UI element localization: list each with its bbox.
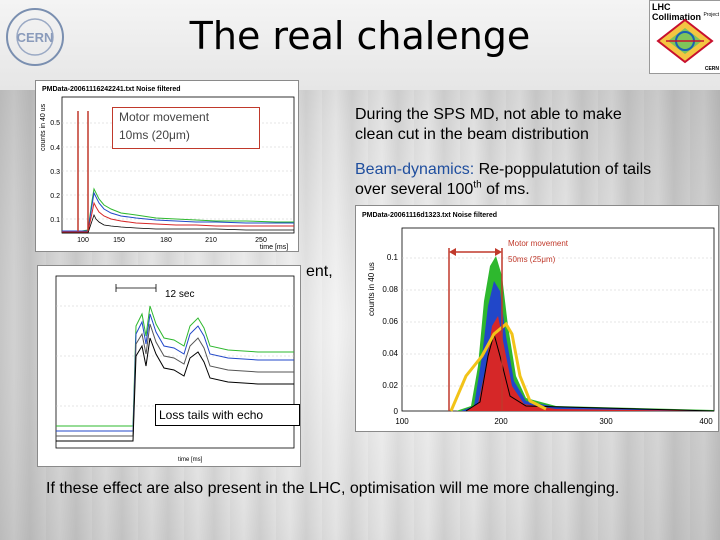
svg-text:counts in 40 us: counts in 40 us (367, 262, 376, 316)
svg-text:210: 210 (205, 237, 217, 244)
svg-text:250: 250 (255, 237, 267, 244)
svg-text:300: 300 (599, 417, 613, 426)
svg-text:180: 180 (160, 237, 172, 244)
svg-text:time [ms]: time [ms] (260, 244, 288, 251)
svg-text:0: 0 (394, 407, 399, 416)
partial-text-fragment: ent, (306, 263, 333, 280)
svg-text:PMData-20061116242241.txt Nois: PMData-20061116242241.txt Noise filtered (42, 86, 181, 93)
right-loss-plot: PMData-20061116d1323.txt Noise filtered … (355, 205, 719, 432)
svg-text:100: 100 (395, 417, 409, 426)
svg-text:100: 100 (77, 237, 89, 244)
svg-text:0.2: 0.2 (50, 193, 60, 200)
sps-md-text: During the SPS MD, not able to make clea… (355, 106, 622, 143)
title-band (0, 0, 720, 90)
loss-tails-label: Loss tails with echo (155, 404, 300, 426)
right-motor-annotation: Motor movement 50ms (25μm) (508, 239, 569, 264)
beam-dynamics-text: Beam-dynamics: Re-poppulatution of tails… (355, 161, 652, 198)
svg-text:0.08: 0.08 (382, 285, 398, 294)
svg-text:0.06: 0.06 (382, 317, 398, 326)
svg-text:counts in 40 us: counts in 40 us (40, 103, 47, 151)
cern-logo: CERN (6, 8, 64, 66)
svg-text:CERN: CERN (17, 30, 54, 45)
left-loss-plot: time [ms] (37, 265, 301, 467)
svg-text:0.3: 0.3 (50, 169, 60, 176)
svg-text:0.04: 0.04 (382, 349, 398, 358)
svg-text:PMData-20061116d1323.txt Noise: PMData-20061116d1323.txt Noise filtered (362, 212, 497, 219)
svg-text:400: 400 (699, 417, 713, 426)
svg-text:0.1: 0.1 (387, 253, 399, 262)
svg-text:0.1: 0.1 (50, 217, 60, 224)
lhc-collimation-logo: LHC Collimation Project CERN (649, 0, 720, 74)
top-loss-plot: PMData-20061116242241.txt Noise filtered… (35, 80, 299, 252)
svg-text:0.5: 0.5 (50, 120, 60, 127)
twelve-sec-label: 12 sec (165, 289, 195, 301)
slide-title: The real chalenge (189, 14, 531, 58)
svg-text:0.4: 0.4 (50, 145, 60, 152)
svg-text:200: 200 (494, 417, 508, 426)
svg-text:0.02: 0.02 (382, 381, 398, 390)
conclusion-text: If these effect are also present in the … (46, 480, 620, 497)
svg-text:time [ms]: time [ms] (178, 457, 203, 463)
top-motor-annotation: Motor movement 10ms (20μm) (112, 107, 260, 149)
svg-text:150: 150 (113, 237, 125, 244)
